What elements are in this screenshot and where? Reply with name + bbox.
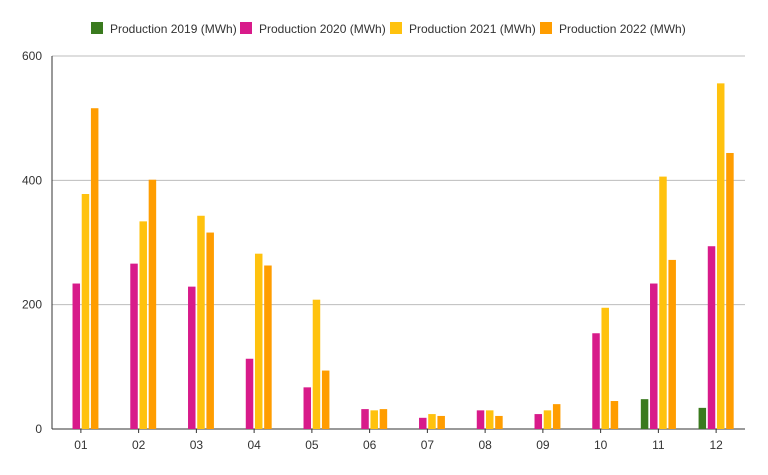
x-tick-label: 12: [709, 438, 723, 452]
bar-1-07: [419, 417, 427, 429]
bar-3-01: [90, 108, 99, 429]
bar-3-11: [668, 259, 676, 429]
legend-swatch: [540, 22, 552, 34]
legend: Production 2019 (MWh) Production 2020 (MW…: [91, 22, 686, 36]
x-tick-label: 05: [305, 438, 319, 452]
x-tick-label: 09: [536, 438, 550, 452]
bar-3-07: [437, 415, 445, 429]
gridlines: [52, 55, 745, 430]
bar-3-05: [321, 370, 330, 429]
legend-swatch: [240, 22, 252, 34]
x-axis-ticks: 01 02 03 04 05 06 07 08 09 10 11 12: [74, 429, 723, 452]
bar-3-12: [726, 152, 734, 430]
bar-1-02: [130, 263, 138, 429]
bar-1-12: [707, 246, 716, 429]
bar-1-03: [188, 286, 196, 429]
bar-2-07: [428, 414, 436, 429]
x-tick-label: 07: [421, 438, 435, 452]
bar-3-10: [610, 401, 619, 429]
bar-2-10: [601, 307, 609, 429]
x-tick-label: 06: [363, 438, 377, 452]
x-tick-label: 08: [478, 438, 492, 452]
bar-1-06: [361, 409, 369, 429]
legend-swatch: [91, 22, 103, 34]
bar-2-06: [370, 410, 378, 429]
bar-1-01: [72, 283, 81, 429]
bar-0-12: [698, 407, 707, 429]
bar-1-11: [650, 283, 658, 429]
legend-label: Production 2020 (MWh): [259, 22, 386, 36]
x-tick-label: 04: [247, 438, 261, 452]
y-tick-label: 200: [22, 298, 42, 312]
bar-3-09: [552, 404, 561, 429]
x-tick-label: 11: [652, 438, 665, 452]
x-tick-label: 01: [74, 438, 88, 452]
bar-3-04: [264, 265, 272, 429]
bar-1-09: [534, 414, 543, 429]
legend-label: Production 2022 (MWh): [559, 22, 686, 36]
bar-1-10: [592, 333, 600, 429]
y-tick-label: 0: [35, 422, 42, 436]
bar-2-05: [312, 299, 321, 429]
x-tick-label: 02: [132, 438, 146, 452]
x-tick-label: 03: [190, 438, 204, 452]
bar-2-02: [139, 221, 147, 429]
bar-2-08: [485, 410, 494, 429]
bar-2-11: [659, 176, 667, 429]
bar-1-04: [245, 358, 254, 429]
legend-label: Production 2021 (MWh): [409, 22, 536, 36]
bars: [72, 83, 734, 430]
y-axis-ticks: 0 200 400 600: [22, 49, 42, 436]
bar-3-06: [379, 409, 388, 429]
bar-3-02: [148, 179, 157, 429]
y-tick-label: 400: [22, 173, 42, 187]
bar-1-08: [476, 410, 485, 429]
bar-1-05: [303, 387, 312, 429]
bar-2-04: [254, 253, 263, 429]
bar-2-09: [543, 410, 552, 429]
x-tick-label: 10: [594, 438, 608, 452]
bar-0-11: [640, 399, 649, 429]
bar-3-03: [206, 232, 214, 429]
bar-2-01: [81, 194, 90, 429]
legend-label: Production 2019 (MWh): [110, 22, 237, 36]
legend-swatch: [390, 22, 402, 34]
bar-2-03: [197, 215, 205, 429]
bar-3-08: [495, 415, 503, 429]
y-tick-label: 600: [22, 49, 42, 63]
bar-2-12: [716, 83, 725, 429]
